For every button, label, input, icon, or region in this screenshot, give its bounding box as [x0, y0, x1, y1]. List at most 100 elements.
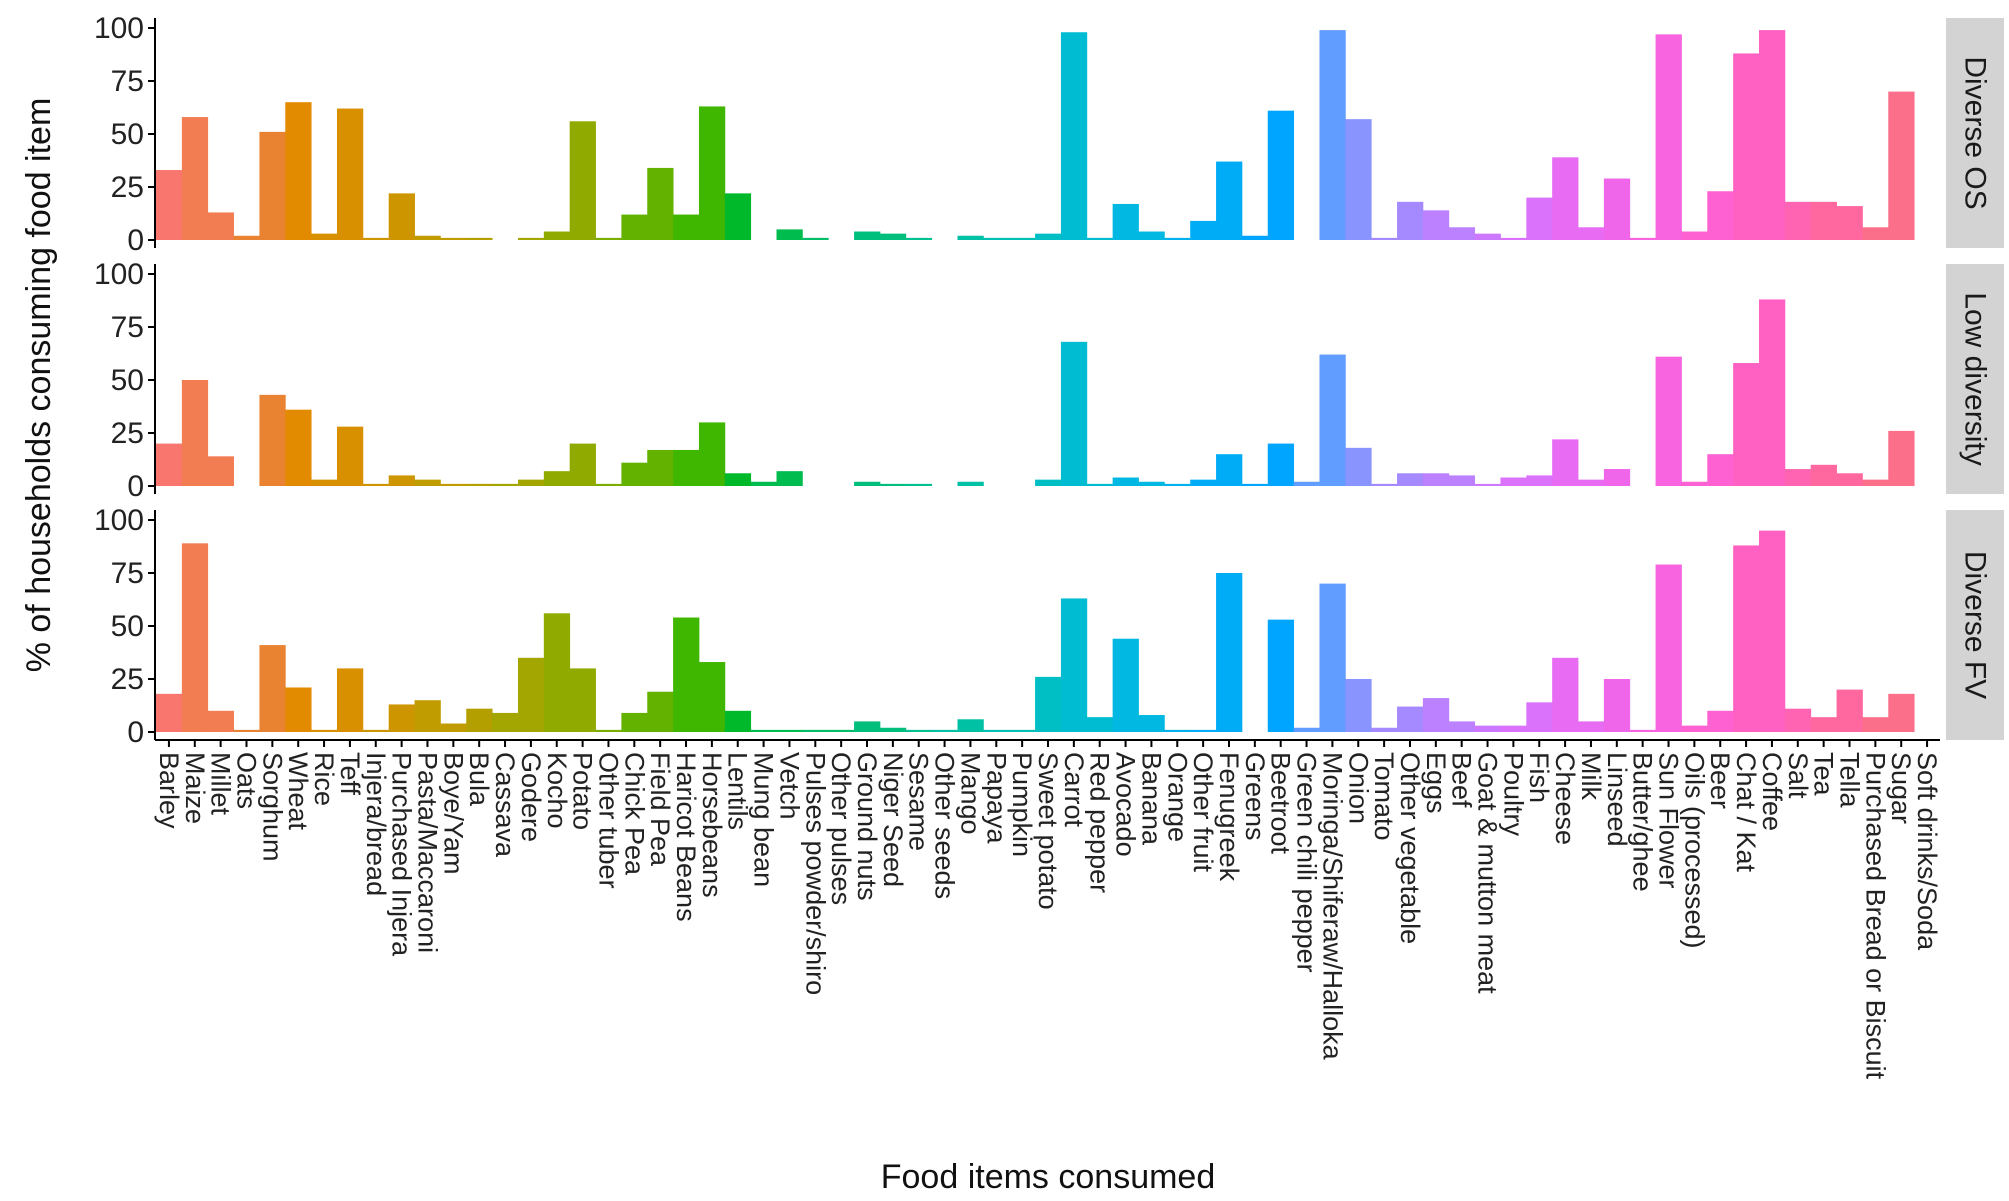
panel-1-bar-18 [595, 237, 622, 240]
panel-1-bar-57 [1603, 178, 1631, 240]
panel-3-bar-16 [543, 613, 571, 732]
panel-3-bar-35 [1035, 676, 1062, 732]
panel-3-bar-19 [621, 712, 648, 732]
x-tick-label-20: Field Pea [645, 752, 675, 867]
x-tick-label-24: Mung bean [749, 752, 779, 887]
panel-1-bar-58 [1629, 237, 1656, 240]
x-tick-label-55: Cheese [1550, 752, 1580, 845]
panel-3-bar-13 [466, 708, 493, 732]
panel-1-bar-19 [621, 214, 648, 240]
panel-1-bar-4 [233, 235, 260, 240]
x-tick-label-35: Sweet potato [1033, 752, 1063, 910]
panel-2-ytick-label-0: 0 [127, 470, 144, 503]
x-tick-label-66: Tella [1835, 752, 1865, 809]
panel-2-bar-1 [156, 443, 183, 486]
x-tick-label-7: Rice [309, 752, 339, 806]
panel-1-bar-62 [1733, 53, 1760, 240]
panel-2-bar-59 [1655, 356, 1682, 486]
panel-3-strip [1946, 510, 2004, 740]
x-tick-label-9: Injera/bread [361, 752, 391, 896]
panel-2-bar-13 [466, 483, 493, 486]
panel-2-bar-43 [1241, 483, 1269, 486]
x-tick-label-59: Sun Flower [1654, 752, 1684, 889]
panel-2-bar-39 [1138, 481, 1165, 486]
panel-2-bar-10 [388, 475, 415, 486]
panel-2-bar-55 [1552, 439, 1579, 486]
panel-1-bar-23 [724, 193, 752, 240]
panel-3-bar-14 [492, 712, 519, 732]
x-tick-label-51: Beef [1447, 752, 1477, 808]
panel-3-bar-42 [1216, 573, 1243, 732]
panel-2-bar-36 [1060, 341, 1088, 486]
panel-2-bar-41 [1190, 479, 1217, 486]
panel-1-bar-39 [1138, 231, 1165, 240]
panel-3-bar-59 [1655, 564, 1682, 732]
panel-3-strip-label: Diverse FV [1959, 551, 1992, 699]
panel-1-bar-36 [1060, 32, 1088, 240]
x-tick-label-16: Kocho [542, 752, 572, 829]
panel-1-bar-48 [1371, 237, 1398, 240]
x-tick-label-18: Other tuber [593, 752, 623, 889]
panel-2-bar-14 [492, 483, 519, 486]
panel-3-bar-33 [983, 729, 1010, 732]
panel-1-bar-20 [647, 167, 674, 240]
panel-1-bar-56 [1578, 227, 1605, 240]
panel-3-bar-7 [311, 729, 338, 732]
x-tick-label-25: Vetch [774, 752, 804, 820]
panel-1-bar-52 [1474, 233, 1501, 240]
x-tick-label-57: Linseed [1602, 752, 1632, 847]
x-tick-label-60: Oils (processed) [1679, 752, 1709, 949]
x-tick-label-21: Haricot Beans [671, 752, 701, 922]
panel-3-bar-9 [362, 729, 390, 732]
panel-3-bar-64 [1784, 708, 1812, 732]
panel-2-ytick-label-50: 50 [111, 364, 144, 397]
x-tick-label-46: Moringa/Shiferaw/Halloka [1317, 752, 1347, 1061]
x-tick-label-39: Banana [1136, 752, 1166, 846]
panel-3-bar-10 [388, 704, 415, 732]
panel-1-bar-60 [1681, 231, 1708, 240]
x-tick-label-49: Other vegetable [1395, 752, 1425, 944]
panel-3-bar-39 [1138, 715, 1165, 732]
panel-3-bar-60 [1681, 725, 1708, 732]
panel-2-bar-48 [1371, 483, 1398, 486]
panel-3-bar-2 [181, 543, 209, 732]
x-tick-label-17: Potato [568, 752, 598, 830]
panel-1-bar-43 [1241, 235, 1269, 240]
panel-1-strip [1946, 18, 2004, 248]
panel-1-bar-66 [1836, 206, 1863, 240]
panel-2-bar-35 [1035, 479, 1062, 486]
x-tick-label-65: Tea [1809, 752, 1839, 797]
x-tick-label-11: Pasta/Maccaroni [412, 752, 442, 953]
panel-3-ytick-label-100: 100 [94, 504, 144, 537]
x-axis-title: Food items consumed [881, 1158, 1216, 1196]
panel-2-bar-60 [1681, 481, 1708, 486]
panel-3-bar-62 [1733, 545, 1760, 732]
panel-1-bar-65 [1810, 201, 1837, 240]
panel-1-bar-41 [1190, 220, 1217, 240]
panel-1-bar-13 [466, 237, 493, 240]
x-tick-label-61: Beer [1705, 752, 1735, 809]
panel-3-bar-27 [828, 729, 855, 732]
panel-3-bar-50 [1422, 698, 1450, 732]
panel-2-bar-30 [905, 483, 933, 486]
panel-1-bar-10 [388, 193, 415, 240]
panel-2-bar-47 [1345, 447, 1372, 486]
panel-2-ytick-label-25: 25 [111, 417, 144, 450]
panel-2-bar-46 [1319, 354, 1346, 486]
panel-2-bar-49 [1397, 473, 1424, 486]
x-tick-label-38: Avocado [1111, 752, 1141, 857]
x-tick-label-29: Niger Seed [878, 752, 908, 887]
panel-1-bar-22 [698, 106, 726, 240]
panel-2-bar-6 [285, 409, 312, 486]
x-tick-label-43: Greens [1240, 752, 1270, 841]
panel-2-bar-53 [1500, 477, 1527, 486]
panel-2-strip-label: Low diversity [1959, 292, 1992, 465]
panel-3-bar-25 [776, 729, 803, 732]
panel-3-bar-30 [905, 729, 933, 732]
x-tick-label-45: Green chili pepper [1292, 752, 1322, 973]
x-tick-label-52: Goat & mutton meat [1473, 752, 1503, 994]
panel-3-bar-55 [1552, 657, 1579, 732]
panel-3-bar-31 [931, 729, 958, 732]
panel-1-bar-67 [1862, 227, 1889, 240]
x-tick-label-67: Purchased Bread or Biscuit [1860, 752, 1890, 1080]
